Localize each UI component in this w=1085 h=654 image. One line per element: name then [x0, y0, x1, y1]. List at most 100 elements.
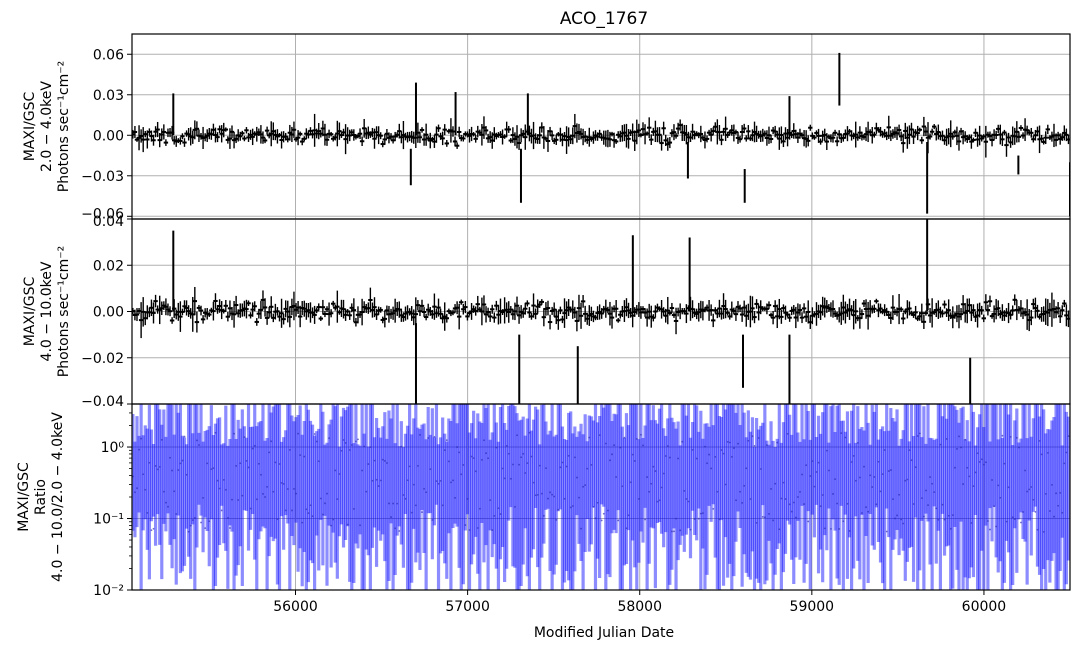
ratio-point — [501, 467, 504, 470]
ratio-point — [175, 513, 178, 515]
ratio-point — [332, 518, 335, 521]
ratio-point — [883, 449, 886, 451]
ratio-point — [633, 460, 636, 462]
ratio-point — [206, 462, 209, 465]
y-axis-label: MAXI/GSC2.0 − 4.0keVPhotons sec⁻¹cm⁻² — [22, 61, 72, 193]
ratio-point — [745, 467, 748, 470]
ratio-point — [768, 513, 770, 515]
ratio-point — [530, 455, 533, 458]
ratio-point — [889, 469, 892, 471]
ratio-point — [346, 523, 349, 526]
y-tick-label: 10⁰ — [101, 440, 125, 456]
ratio-point — [1048, 510, 1051, 512]
ratio-point — [319, 497, 322, 500]
x-tick-label: 56000 — [273, 599, 318, 615]
ratio-point — [406, 479, 409, 482]
ratio-point — [974, 471, 977, 474]
ratio-point — [511, 463, 514, 466]
ratio-point — [1046, 451, 1049, 454]
ratio-point — [470, 455, 473, 458]
ratio-point — [208, 520, 211, 523]
ratio-point — [532, 481, 535, 484]
ratio-point — [1011, 516, 1014, 519]
ratio-point — [681, 440, 684, 443]
error-bars — [132, 52, 1070, 217]
ratio-point — [456, 446, 459, 448]
ratio-point — [545, 467, 547, 470]
ratio-point — [247, 466, 250, 469]
ratio-point — [846, 502, 849, 505]
ratio-point — [311, 515, 314, 518]
ratio-point — [284, 509, 287, 512]
ratio-point — [466, 498, 469, 500]
ratio-point — [507, 452, 510, 455]
ratio-point — [747, 439, 750, 442]
ratio-point — [152, 527, 155, 530]
error-bars — [132, 219, 1070, 404]
ratio-point — [819, 505, 822, 508]
ratio-point — [307, 512, 310, 515]
ratio-point — [640, 433, 642, 436]
ratio-point — [495, 446, 498, 449]
ratio-point — [671, 530, 673, 533]
ratio-point — [1007, 486, 1010, 489]
ratio-point — [1030, 486, 1033, 488]
ratio-point — [825, 449, 828, 452]
ratio-point — [664, 455, 667, 457]
ratio-point — [604, 442, 607, 445]
ratio-point — [262, 493, 264, 495]
ratio-point — [687, 500, 690, 503]
ratio-point — [716, 490, 719, 493]
ratio-point — [177, 469, 180, 471]
ratio-point — [134, 491, 136, 494]
ratio-point — [452, 479, 454, 482]
ratio-point — [388, 502, 390, 505]
ratio-point — [476, 527, 479, 529]
ratio-point — [848, 530, 851, 532]
ratio-point — [565, 465, 568, 468]
ratio-point — [489, 499, 492, 502]
ratio-point — [1036, 528, 1039, 531]
ratio-point — [195, 439, 198, 442]
ratio-point — [278, 463, 281, 465]
ratio-point — [786, 433, 789, 435]
ratio-point — [960, 446, 962, 449]
ratio-point — [140, 437, 143, 440]
ratio-point — [1001, 434, 1004, 437]
ratio-point — [189, 524, 192, 527]
ratio-point — [838, 528, 841, 530]
ratio-point — [724, 483, 727, 486]
ratio-point — [1015, 436, 1018, 439]
panel-hard-band: −0.04 −0.02 0.00 0.02 0.04 MAXI/GSC4.0 − 10.0… — [22, 214, 1071, 410]
ratio-point — [536, 493, 539, 496]
ratio-point — [491, 529, 494, 531]
ratio-point — [154, 465, 157, 467]
ratio-point — [770, 488, 772, 490]
ratio-point — [144, 488, 147, 491]
ratio-point — [863, 465, 865, 468]
ratio-point — [301, 521, 304, 524]
ratio-point — [385, 462, 388, 464]
ratio-point — [873, 476, 876, 478]
ratio-point — [1055, 492, 1057, 495]
ratio-point — [776, 441, 779, 444]
ratio-point — [871, 486, 874, 488]
ratio-point — [914, 466, 917, 469]
ratio-point — [375, 478, 378, 481]
ratio-point — [379, 479, 382, 482]
ratio-point — [761, 515, 764, 518]
ratio-point — [340, 449, 343, 452]
ratio-point — [148, 461, 151, 464]
ratio-point — [937, 518, 940, 521]
ratio-point — [623, 436, 626, 439]
ratio-point — [984, 461, 987, 464]
ratio-point — [658, 499, 661, 502]
ratio-point — [191, 519, 194, 522]
ratio-point — [718, 518, 721, 521]
ratio-point — [772, 519, 775, 522]
ratio-point — [813, 485, 816, 488]
ratio-point — [433, 435, 436, 438]
ratio-point — [987, 520, 989, 522]
ratio-point — [160, 438, 163, 441]
ratio-point — [751, 435, 754, 438]
